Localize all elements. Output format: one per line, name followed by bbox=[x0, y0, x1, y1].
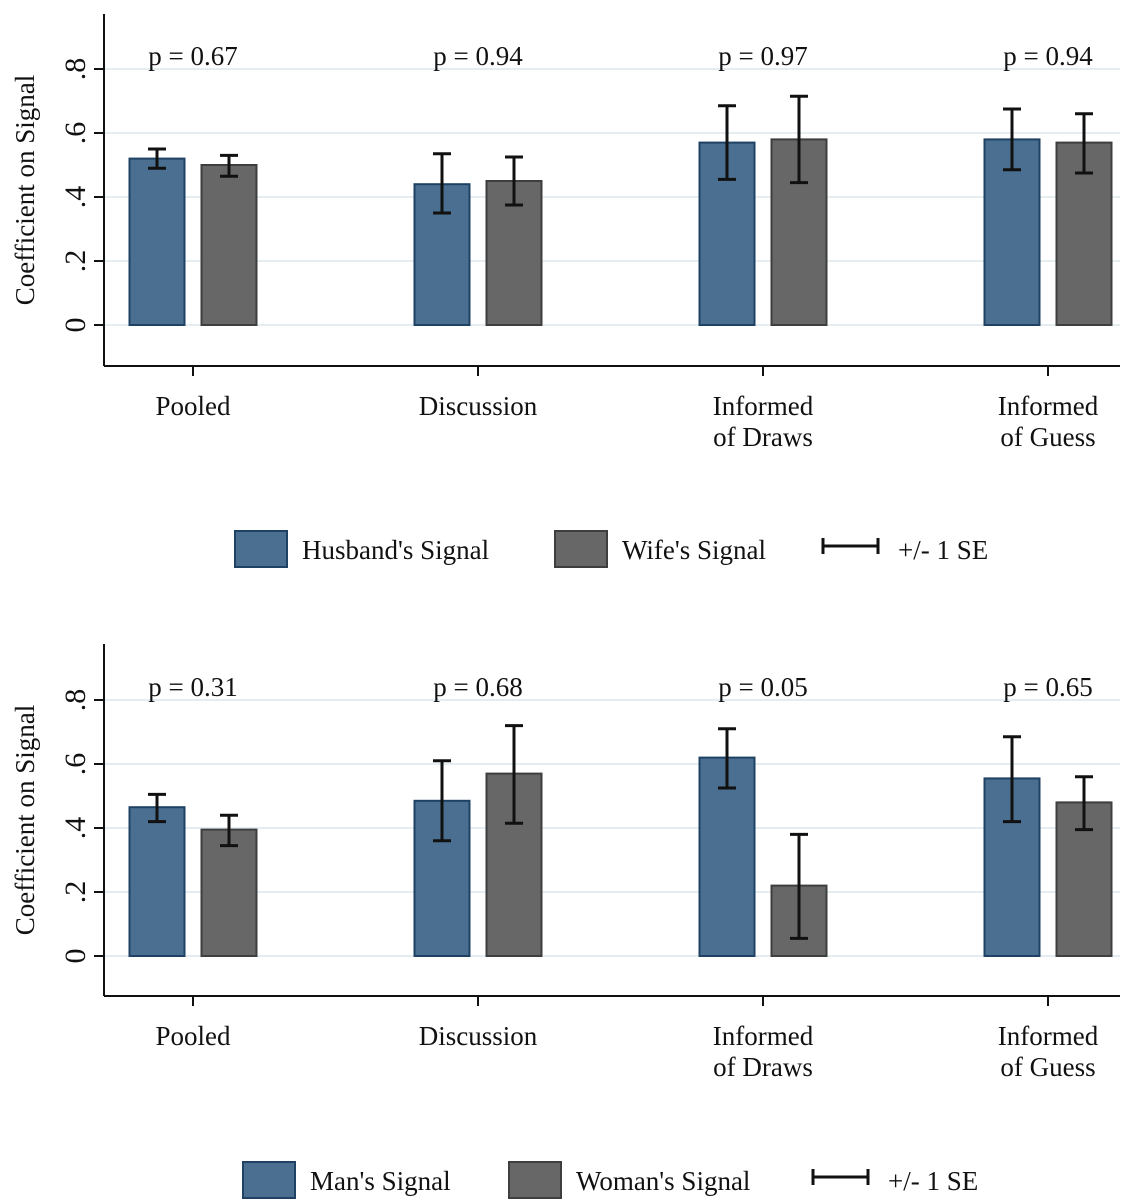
y-tick-label: .8 bbox=[59, 58, 92, 81]
p-value-annotation: p = 0.67 bbox=[148, 41, 237, 71]
bar-series-2 bbox=[200, 164, 258, 326]
y-tick-label: .4 bbox=[59, 817, 92, 840]
y-tick-label: .2 bbox=[59, 250, 92, 273]
x-tick-label: Pooled bbox=[155, 1021, 231, 1051]
p-value-annotation: p = 0.31 bbox=[148, 672, 237, 702]
y-tick-label: 0 bbox=[59, 949, 92, 964]
p-value-annotation: p = 0.05 bbox=[718, 672, 807, 702]
p-value-annotation: p = 0.94 bbox=[433, 41, 523, 71]
y-tick-label: .6 bbox=[59, 122, 92, 145]
legend-label: Man's Signal bbox=[310, 1166, 451, 1196]
legend: Husband's Signal Wife's Signal +/- 1 SE bbox=[234, 530, 988, 568]
x-tick-label-line: Informed bbox=[713, 1021, 814, 1051]
y-tick-label: .8 bbox=[59, 689, 92, 712]
y-axis-label: Coefficient on Signal bbox=[10, 75, 40, 305]
x-tick-label-line: Informed bbox=[998, 1021, 1099, 1051]
y-tick-label: 0 bbox=[59, 318, 92, 333]
chart-panel-2: 0 .2 .4 .6 .8 Coefficient on Signal Pooled p = … bbox=[10, 644, 1120, 1199]
p-value-annotation: p = 0.68 bbox=[433, 672, 522, 702]
x-tick-label-line: Discussion bbox=[419, 391, 538, 421]
legend-swatch bbox=[508, 1161, 562, 1199]
x-tick-label-line: Pooled bbox=[155, 391, 231, 421]
p-value-annotation: p = 0.94 bbox=[1003, 41, 1093, 71]
legend-label: Wife's Signal bbox=[622, 535, 766, 565]
x-tick-label-line: Discussion bbox=[419, 1021, 538, 1051]
x-tick-label: Discussion bbox=[419, 1021, 538, 1051]
x-tick-label-line: of Guess bbox=[1000, 1052, 1095, 1082]
x-tick-label-line: of Draws bbox=[713, 1052, 813, 1082]
bar-series-1 bbox=[698, 756, 756, 957]
p-value-annotation: p = 0.97 bbox=[718, 41, 807, 71]
x-tick-label-line: of Guess bbox=[1000, 422, 1095, 452]
y-tick-label: .2 bbox=[59, 881, 92, 904]
x-tick-label: Discussion bbox=[419, 391, 538, 421]
y-tick-label: .4 bbox=[59, 186, 92, 209]
y-axis-label: Coefficient on Signal bbox=[10, 705, 40, 935]
legend-swatch bbox=[234, 530, 288, 568]
x-tick-label: Informed of Guess bbox=[998, 1021, 1099, 1082]
chart-panel-1: 0 .2 .4 .6 .8 Coefficient on Signal Pooled p = … bbox=[10, 14, 1120, 568]
x-tick-label: Informed of Guess bbox=[998, 391, 1099, 452]
legend-swatch bbox=[554, 530, 608, 568]
legend-error-label: +/- 1 SE bbox=[898, 535, 988, 565]
x-tick-label: Pooled bbox=[155, 391, 231, 421]
legend-error-label: +/- 1 SE bbox=[888, 1166, 978, 1196]
x-tick-label-line: of Draws bbox=[713, 422, 813, 452]
bar-series-1 bbox=[128, 806, 186, 958]
y-tick-label: .6 bbox=[59, 753, 92, 776]
x-tick-label: Informed of Draws bbox=[713, 1021, 814, 1082]
p-value-annotation: p = 0.65 bbox=[1003, 672, 1092, 702]
legend: Man's Signal Woman's Signal +/- 1 SE bbox=[242, 1161, 978, 1199]
legend-swatch bbox=[242, 1161, 296, 1199]
bar-series-2 bbox=[200, 828, 258, 957]
x-tick-label-line: Informed bbox=[998, 391, 1099, 421]
x-tick-label-line: Informed bbox=[713, 391, 814, 421]
x-tick-label-line: Pooled bbox=[155, 1021, 231, 1051]
legend-label: Husband's Signal bbox=[302, 535, 489, 565]
legend-label: Woman's Signal bbox=[576, 1166, 750, 1196]
bar-series-1 bbox=[128, 157, 186, 326]
x-tick-label: Informed of Draws bbox=[713, 391, 814, 452]
